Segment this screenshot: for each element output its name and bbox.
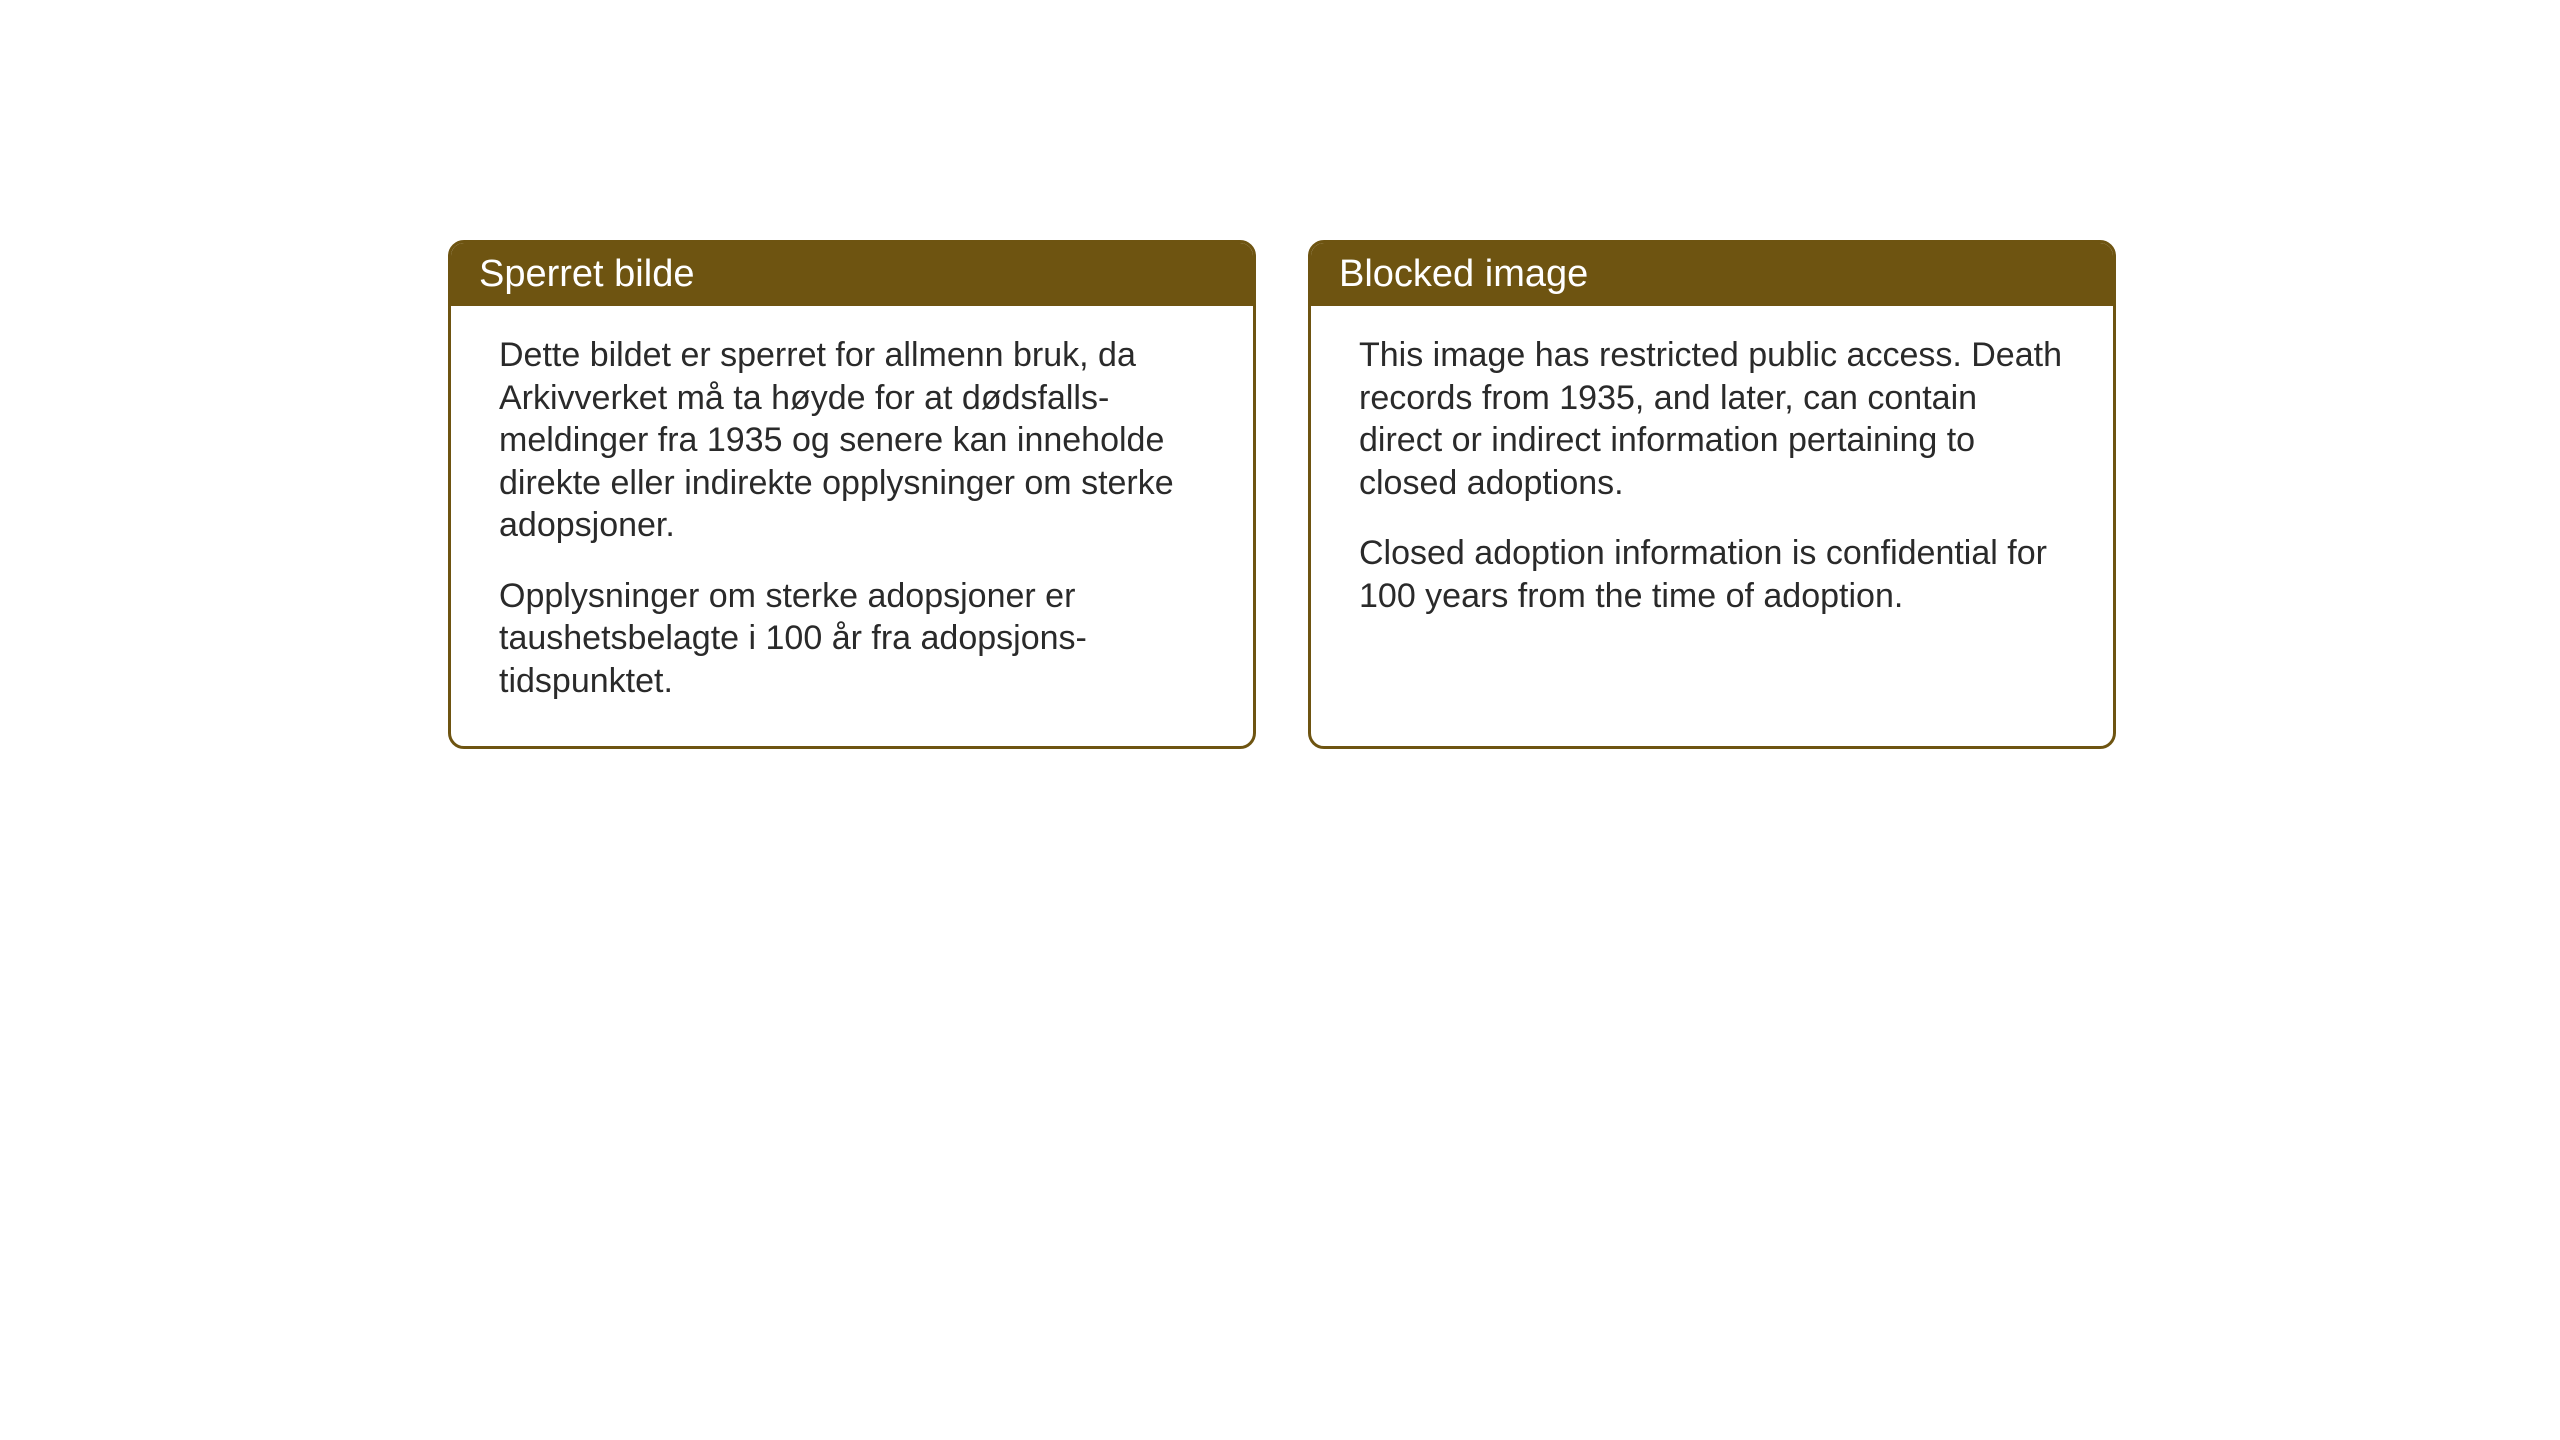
card-title-norwegian: Sperret bilde	[479, 253, 694, 295]
paragraph-english-2: Closed adoption information is confident…	[1359, 532, 2065, 617]
card-header-norwegian: Sperret bilde	[451, 243, 1253, 306]
paragraph-norwegian-2: Opplysninger om sterke adopsjoner er tau…	[499, 575, 1205, 703]
notice-card-english: Blocked image This image has restricted …	[1308, 240, 2116, 749]
card-title-english: Blocked image	[1339, 253, 1588, 295]
paragraph-norwegian-1: Dette bildet er sperret for allmenn bruk…	[499, 334, 1205, 547]
paragraph-english-1: This image has restricted public access.…	[1359, 334, 2065, 504]
card-header-english: Blocked image	[1311, 243, 2113, 306]
card-body-norwegian: Dette bildet er sperret for allmenn bruk…	[451, 306, 1253, 746]
card-body-english: This image has restricted public access.…	[1311, 306, 2113, 746]
notice-container: Sperret bilde Dette bildet er sperret fo…	[0, 0, 2560, 749]
notice-card-norwegian: Sperret bilde Dette bildet er sperret fo…	[448, 240, 1256, 749]
